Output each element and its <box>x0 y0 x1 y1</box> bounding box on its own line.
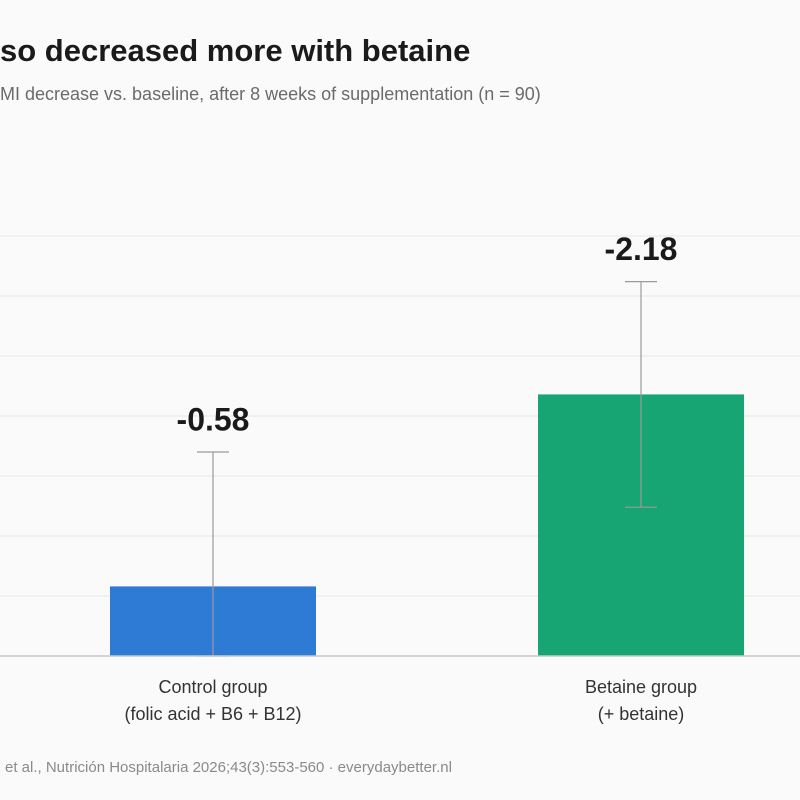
value-label: -2.18 <box>605 231 678 267</box>
x-tick-label: Betaine group <box>585 677 697 697</box>
chart-title: so decreased more with betaine <box>0 33 470 68</box>
x-tick-label: Control group <box>158 677 267 697</box>
x-tick-note: (folic acid + B6 + B12) <box>124 704 301 724</box>
chart-subtitle: MI decrease vs. baseline, after 8 weeks … <box>0 84 541 104</box>
value-label: -0.58 <box>177 401 250 437</box>
source: et al., Nutrición Hospitalaria 2026;43(3… <box>5 759 452 776</box>
x-tick-note: (+ betaine) <box>598 704 685 724</box>
